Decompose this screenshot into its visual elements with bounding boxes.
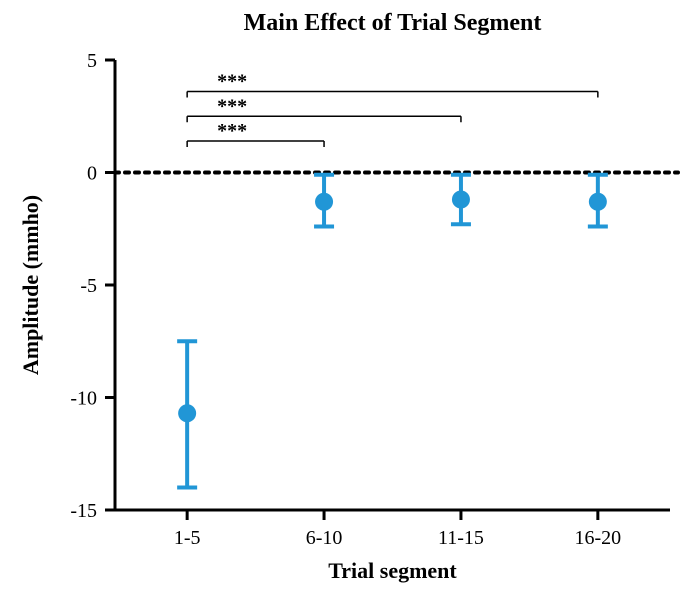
data-point: [589, 193, 607, 211]
chart-title: Main Effect of Trial Segment: [244, 10, 542, 36]
y-tick-label: 0: [87, 163, 97, 185]
significance-label: ***: [217, 95, 247, 117]
data-point: [315, 193, 333, 211]
x-tick-label: 6-10: [306, 527, 343, 549]
chart-svg: Main Effect of Trial Segment -15 -10 -5 0 5 1-…: [0, 0, 700, 597]
y-axis-label: Amplitude (mmho): [18, 195, 43, 375]
trial-segment-chart: Main Effect of Trial Segment -15 -10 -5 0 5 1-…: [0, 0, 700, 597]
x-axis-label: Trial segment: [328, 558, 457, 583]
significance-label: ***: [217, 120, 247, 142]
y-tick-label: 5: [87, 50, 97, 72]
x-tick-label: 16-20: [575, 527, 622, 549]
x-tick-label: 11-15: [438, 527, 484, 549]
data-point: [452, 191, 470, 209]
significance-label: ***: [217, 71, 247, 93]
y-tick-label: -5: [80, 275, 97, 297]
data-point: [178, 404, 196, 422]
y-tick-label: -15: [70, 500, 97, 522]
y-tick-label: -10: [70, 388, 97, 410]
x-tick-label: 1-5: [174, 527, 201, 549]
